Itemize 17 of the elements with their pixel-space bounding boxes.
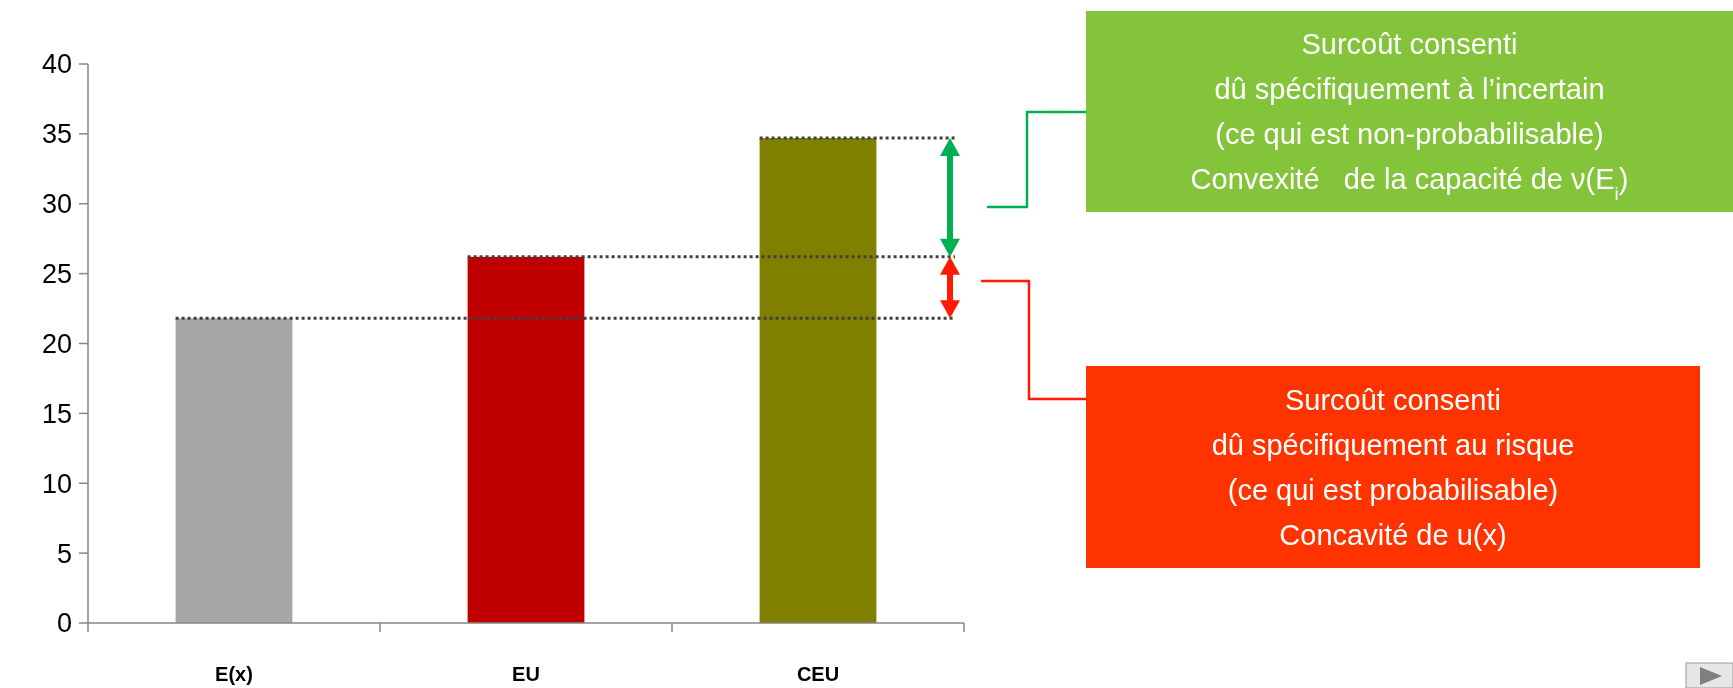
y-tick-label: 40 xyxy=(41,49,72,80)
bar xyxy=(759,138,877,623)
y-tick-label: 30 xyxy=(41,189,72,220)
x-tick-label: CEU xyxy=(796,663,840,685)
y-tick-label: 35 xyxy=(41,119,72,150)
text: Surcoût consenti dû spécifiquement au risque (ce qui est probabilisable) Concavité de u(x) xyxy=(1211,383,1575,551)
y-tick-label: 0 xyxy=(56,608,72,639)
y-tick-label: 10 xyxy=(41,468,72,499)
y-tick-label: 20 xyxy=(41,328,72,359)
y-tick-label: 25 xyxy=(41,259,72,290)
x-tick-label: EU xyxy=(512,663,540,685)
bar xyxy=(175,318,293,623)
text: Surcoût consenti dû spécifiquement à l’incertain (ce qui est non-probabilisable) Convexité de la capacité de ν(E$_{i}$) xyxy=(1190,28,1629,204)
y-tick-label: 15 xyxy=(41,398,72,429)
y-tick-label: 5 xyxy=(56,538,72,569)
x-tick-label: E(x) xyxy=(215,663,253,685)
bar xyxy=(467,256,585,623)
